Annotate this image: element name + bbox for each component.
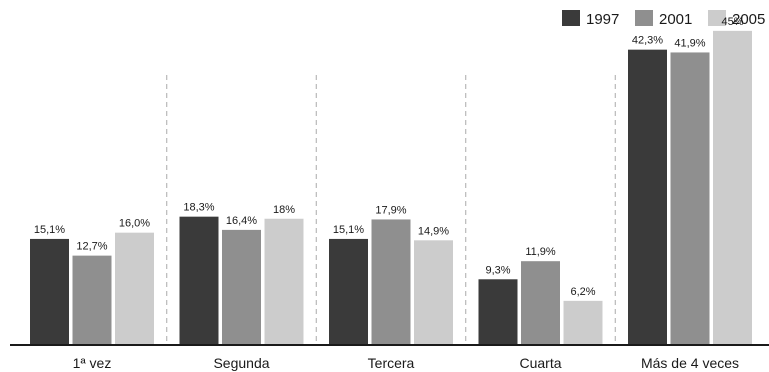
value-label: 11,9% — [525, 246, 556, 258]
x-tick-label: Cuarta — [519, 355, 561, 371]
legend-swatch — [708, 10, 726, 26]
bars — [30, 30, 752, 345]
legend-label: 2005 — [732, 11, 765, 28]
value-label: 18,3% — [183, 202, 214, 214]
x-tick-label: Segunda — [213, 355, 269, 371]
value-label: 6,2% — [570, 286, 595, 298]
value-label: 15,1% — [333, 224, 364, 236]
value-labels: 15,1% 12,7% 16,0% 18,3% 16,4% 18% 15,1% 17,9% 14… — [34, 16, 744, 298]
value-label: 45% — [721, 16, 743, 28]
value-label: 16,4% — [226, 215, 257, 227]
value-label: 16,0% — [119, 218, 150, 230]
legend: 1997 2001 2005 — [562, 10, 765, 28]
bar-2005-3 — [414, 240, 453, 344]
x-axis-labels: 1ª vez Segunda Tercera Cuarta Más de 4 veces — [73, 355, 739, 371]
bar-2005-1 — [115, 232, 154, 344]
bar-2001-2 — [222, 229, 261, 344]
value-label: 18% — [273, 204, 295, 216]
x-tick-label: 1ª vez — [73, 355, 112, 371]
value-label: 9,3% — [485, 264, 510, 276]
bar-1997-4 — [478, 279, 518, 344]
bar-2005-2 — [264, 218, 304, 344]
bar-2001-1 — [72, 255, 112, 344]
legend-swatch — [635, 10, 653, 26]
value-label: 17,9% — [375, 204, 406, 216]
legend-label: 1997 — [586, 11, 619, 28]
bar-1997-1 — [30, 238, 69, 344]
bar-2001-5 — [670, 52, 710, 345]
bar-2001-3 — [371, 219, 411, 344]
value-label: 15,1% — [34, 224, 65, 236]
value-label: 14,9% — [418, 225, 449, 237]
legend-label: 2001 — [659, 11, 692, 28]
value-label: 12,7% — [76, 241, 107, 253]
bar-2001-4 — [521, 261, 560, 344]
bar-1997-3 — [329, 238, 368, 344]
value-label: 42,3% — [632, 35, 663, 47]
bar-1997-5 — [628, 49, 667, 344]
legend-swatch — [562, 10, 580, 26]
x-tick-label: Más de 4 veces — [641, 355, 739, 371]
x-tick-label: Tercera — [368, 355, 415, 371]
bar-2005-4 — [563, 300, 603, 344]
bar-1997-2 — [179, 216, 219, 344]
bar-2005-5 — [713, 30, 752, 344]
value-label: 41,9% — [674, 37, 705, 49]
